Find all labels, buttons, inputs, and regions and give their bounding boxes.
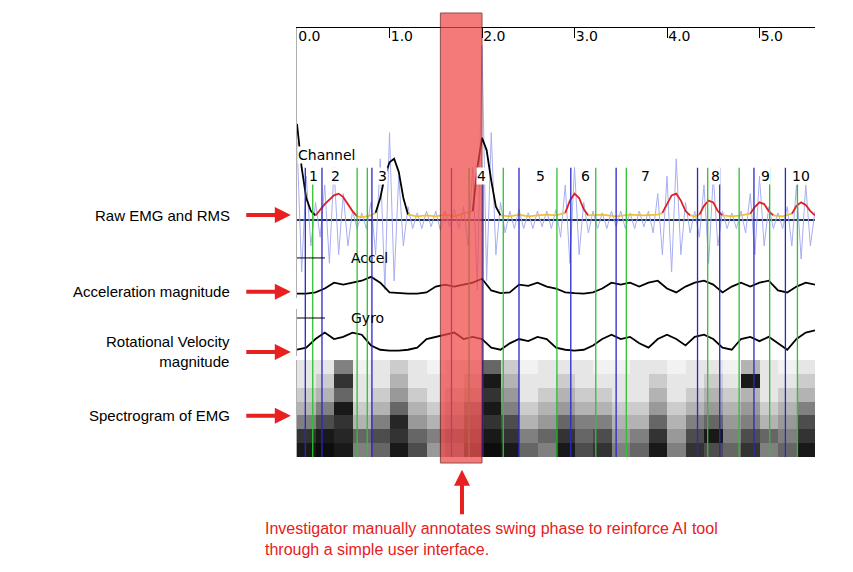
svg-text:5: 5 [536, 168, 545, 184]
svg-text:8: 8 [711, 168, 720, 184]
svg-text:9: 9 [761, 168, 770, 184]
svg-text:10: 10 [792, 168, 810, 184]
svg-text:4: 4 [477, 168, 486, 184]
svg-text:1: 1 [309, 168, 318, 184]
svg-text:Spectrogram of EMG: Spectrogram of EMG [89, 407, 230, 424]
svg-text:5.0: 5.0 [761, 28, 783, 44]
svg-text:Rotational Velocitymagnitude: Rotational Velocitymagnitude [106, 333, 230, 370]
svg-text:Accel: Accel [351, 250, 388, 266]
svg-text:4.0: 4.0 [668, 28, 690, 44]
svg-text:1.0: 1.0 [391, 28, 413, 44]
svg-text:6: 6 [581, 168, 590, 184]
svg-text:7: 7 [641, 168, 650, 184]
svg-text:Gyro: Gyro [351, 310, 384, 326]
svg-text:3: 3 [378, 168, 387, 184]
svg-text:0.0: 0.0 [298, 28, 320, 44]
svg-text:2: 2 [331, 168, 340, 184]
svg-text:3.0: 3.0 [576, 28, 598, 44]
svg-text:Investigator manually annotate: Investigator manually annotates swing ph… [265, 520, 718, 558]
svg-text:2.0: 2.0 [483, 28, 505, 44]
svg-text:Raw EMG and RMS: Raw EMG and RMS [95, 207, 230, 224]
svg-text:Acceleration magnitude: Acceleration magnitude [73, 283, 230, 300]
svg-text:Channel: Channel [298, 147, 355, 163]
